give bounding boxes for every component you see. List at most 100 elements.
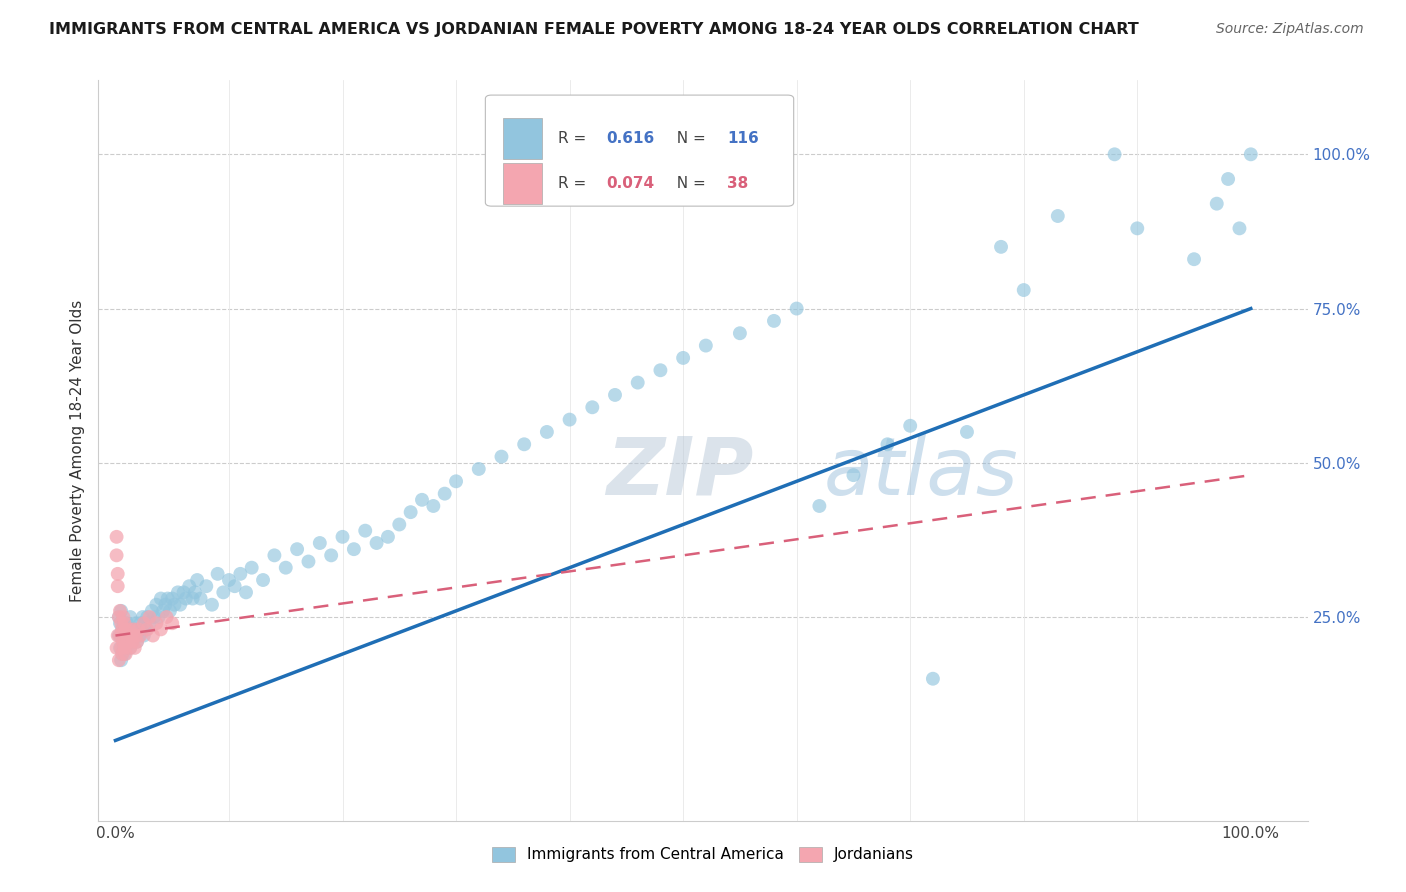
Point [138,610,160,624]
Point [110,629,132,643]
Point [121,634,143,648]
Point [155,598,177,612]
Point [125,616,148,631]
Point [115,629,138,643]
Text: ZIP: ZIP [606,434,754,512]
Point [129,629,152,643]
Point [108,629,131,643]
Text: N =: N = [666,177,710,191]
Point [558,412,581,426]
Point [120,610,142,624]
Point [120,640,142,655]
Point [167,585,190,599]
Point [131,623,153,637]
Point [108,653,131,667]
Point [111,623,134,637]
Point [145,598,167,612]
Point [112,616,135,631]
Point [274,560,297,574]
Point [118,634,141,648]
Point [129,616,152,631]
Point [107,629,129,643]
Point [125,634,148,648]
Point [112,640,135,655]
Point [627,376,650,390]
Point [186,573,208,587]
Point [786,301,808,316]
Point [112,610,135,624]
Point [117,629,139,643]
Point [118,623,141,637]
Point [1229,221,1251,235]
Point [343,542,366,557]
Point [224,579,246,593]
Text: atlas: atlas [824,434,1019,512]
Point [125,629,148,643]
Point [138,616,160,631]
Point [285,542,308,557]
Point [108,610,131,624]
Text: R =: R = [558,130,591,145]
Point [127,623,149,637]
Point [388,517,411,532]
Point [108,629,131,643]
Point [114,629,136,643]
Point [695,338,717,352]
Point [990,240,1012,254]
Point [143,610,166,624]
Point [108,610,131,624]
Point [581,401,603,415]
Point [956,425,979,439]
Point [105,530,128,544]
Point [110,653,132,667]
Point [876,437,898,451]
Point [159,604,181,618]
Point [179,579,201,593]
Point [134,616,156,631]
Point [1182,252,1205,267]
Point [127,623,149,637]
Point [132,616,155,631]
Point [1012,283,1035,297]
Point [354,524,377,538]
Point [190,591,212,606]
Text: N =: N = [666,130,710,145]
Point [141,604,163,618]
Point [181,591,204,606]
Point [135,623,157,637]
Point [149,623,172,637]
Point [163,598,186,612]
Point [235,585,257,599]
Point [120,629,142,643]
Point [149,591,172,606]
Point [468,462,491,476]
Point [114,623,136,637]
Point [114,647,136,661]
Point [115,616,138,631]
Point [108,616,131,631]
Legend: Immigrants from Central America, Jordanians: Immigrants from Central America, Jordani… [485,841,921,869]
FancyBboxPatch shape [485,95,793,206]
Point [124,629,146,643]
Point [118,623,141,637]
Point [252,573,274,587]
Point [114,623,136,637]
Point [218,573,240,587]
Point [124,640,146,655]
Point [110,604,132,618]
Point [160,591,183,606]
Point [672,351,695,365]
Point [156,591,179,606]
Point [169,598,191,612]
Point [377,530,399,544]
Point [108,640,131,655]
Point [136,610,159,624]
Point [110,616,132,631]
Point [491,450,513,464]
Point [114,640,136,655]
Point [142,629,165,643]
Point [1205,196,1227,211]
Point [229,566,252,581]
Point [1216,172,1239,186]
Point [728,326,751,341]
